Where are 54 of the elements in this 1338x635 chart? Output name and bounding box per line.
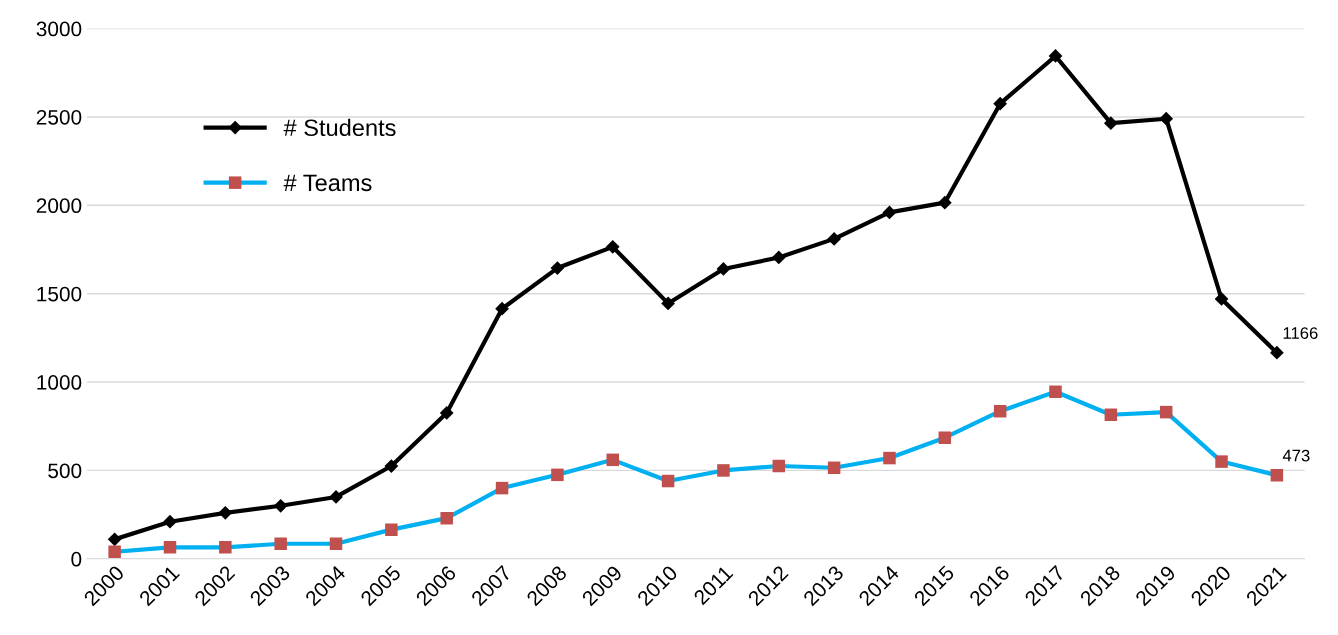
point bbox=[219, 541, 232, 554]
point bbox=[661, 474, 675, 488]
point bbox=[1270, 468, 1284, 482]
point bbox=[1049, 385, 1062, 399]
point bbox=[1270, 345, 1284, 360]
point bbox=[495, 481, 509, 495]
point bbox=[661, 296, 675, 311]
point bbox=[385, 523, 398, 536]
point bbox=[1048, 49, 1063, 63]
point bbox=[771, 250, 786, 265]
y-tick-label: 2000 bbox=[36, 198, 82, 214]
point bbox=[108, 545, 121, 558]
y-tick-label: 1500 bbox=[37, 286, 82, 302]
point bbox=[1103, 116, 1118, 131]
point bbox=[550, 261, 565, 275]
point bbox=[1159, 111, 1174, 126]
point bbox=[218, 505, 233, 520]
point bbox=[772, 459, 786, 473]
point bbox=[1215, 455, 1228, 468]
point bbox=[274, 537, 287, 551]
point bbox=[883, 451, 896, 465]
point bbox=[163, 541, 177, 554]
y-tick-label: 0 bbox=[71, 551, 82, 567]
point bbox=[551, 468, 564, 482]
point bbox=[606, 453, 619, 467]
point bbox=[605, 239, 620, 254]
point bbox=[1104, 408, 1118, 422]
point bbox=[993, 404, 1007, 418]
point bbox=[439, 406, 454, 420]
point bbox=[1159, 405, 1173, 419]
legend-label: # Students bbox=[283, 118, 396, 137]
point bbox=[937, 195, 952, 210]
point bbox=[827, 232, 841, 246]
point bbox=[163, 514, 177, 529]
y-tick-label: 1000 bbox=[37, 375, 82, 390]
annotation: 1166 bbox=[1283, 327, 1318, 339]
point bbox=[993, 96, 1008, 111]
point bbox=[827, 461, 841, 475]
point bbox=[716, 262, 731, 276]
point bbox=[495, 301, 509, 316]
annotation: 473 bbox=[1282, 449, 1310, 462]
point bbox=[1214, 292, 1229, 306]
point bbox=[107, 532, 122, 547]
point bbox=[384, 459, 399, 473]
y-tick-label: 500 bbox=[48, 463, 82, 479]
point bbox=[273, 498, 288, 513]
point bbox=[882, 205, 897, 220]
point bbox=[938, 431, 952, 444]
point bbox=[717, 464, 730, 477]
point bbox=[329, 537, 343, 551]
y-tick-label: 2500 bbox=[36, 109, 82, 125]
legend-label: # Teams bbox=[283, 174, 372, 192]
y-tick-label: 3000 bbox=[36, 21, 82, 37]
point bbox=[440, 511, 453, 525]
